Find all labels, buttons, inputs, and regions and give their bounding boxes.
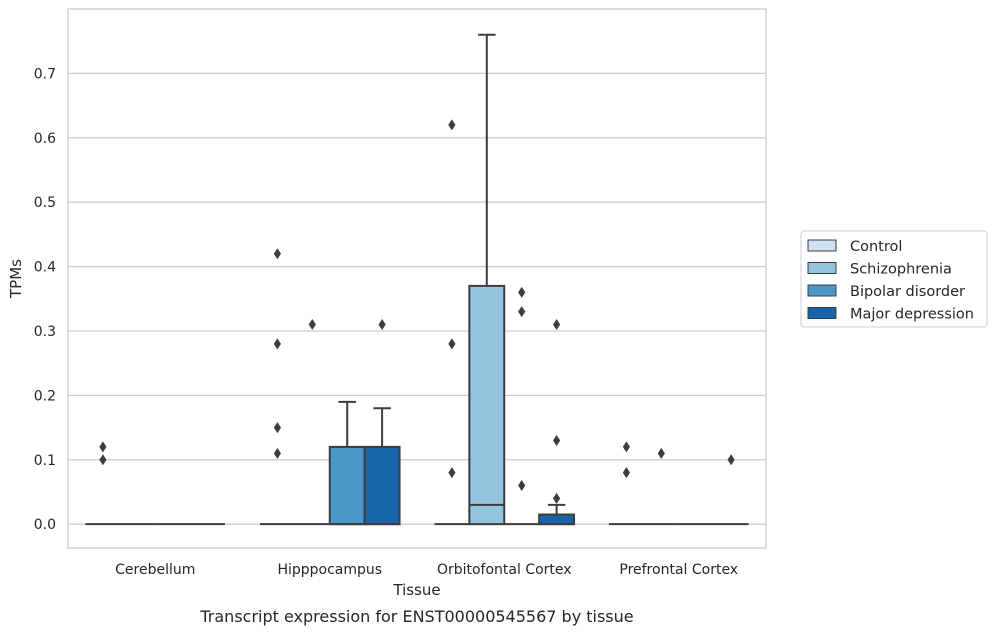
box-group	[363, 319, 401, 526]
legend-label: Schizophrenia	[850, 262, 952, 278]
box	[468, 284, 506, 526]
outlier-point	[553, 492, 561, 504]
outlier-point	[448, 119, 456, 131]
y-tick-label: 0.6	[34, 131, 56, 147]
legend-swatch	[807, 307, 837, 319]
box-group	[328, 400, 366, 526]
chart-caption: Transcript expression for ENST0000054556…	[199, 607, 633, 626]
box-series	[85, 33, 749, 526]
y-axis-title: TPMs	[7, 259, 25, 299]
outlier-point	[308, 319, 316, 331]
x-tick-labels: Cerebellum Hipppocampus Orbitofontal Corte…	[115, 562, 738, 578]
outlier-point	[553, 319, 561, 331]
legend-swatch	[807, 284, 837, 297]
outlier-point	[518, 480, 526, 492]
legend-swatch	[807, 239, 837, 252]
outlier-point	[273, 422, 281, 434]
outlier-point	[518, 286, 526, 298]
x-tick-label: Orbitofontal Cortex	[437, 562, 572, 578]
box-group	[608, 441, 644, 526]
y-gridlines	[68, 72, 766, 525]
plot-frame	[67, 8, 767, 549]
box	[328, 445, 366, 526]
box-group	[504, 286, 540, 526]
outlier-point	[99, 454, 107, 466]
outlier-point	[553, 434, 561, 446]
outlier-point	[378, 319, 386, 331]
x-tick-label: Hipppocampus	[277, 562, 382, 578]
legend: Control Schizophrenia Bipolar disorder Majo…	[800, 230, 988, 328]
outlier-point	[273, 447, 281, 459]
x-tick-label: Cerebellum	[115, 562, 195, 578]
box-group	[538, 319, 576, 526]
outlier-point	[518, 306, 526, 318]
box-group	[434, 119, 470, 526]
box-group	[294, 319, 330, 526]
outlier-point	[622, 441, 630, 453]
box-group	[85, 441, 121, 526]
box	[538, 513, 576, 526]
outlier-point	[657, 447, 665, 459]
box	[363, 445, 401, 526]
legend-label: Major depression	[850, 307, 974, 323]
box-group	[259, 248, 295, 526]
legend-frame	[800, 230, 988, 328]
outlier-point	[727, 454, 735, 466]
y-tick-label: 0.2	[34, 388, 56, 404]
outlier-point	[99, 441, 107, 453]
y-tick-label: 0.4	[34, 260, 56, 276]
y-tick-label: 0.0	[34, 517, 56, 533]
outlier-point	[273, 338, 281, 350]
outlier-point	[622, 467, 630, 479]
box-group	[643, 447, 679, 526]
x-tick-label: Prefrontal Cortex	[619, 562, 738, 578]
y-tick-labels: 0.0 0.1 0.2 0.3 0.4 0.5 0.6 0.7	[34, 66, 56, 533]
y-tick-label: 0.5	[34, 195, 56, 211]
outlier-point	[273, 248, 281, 260]
legend-label: Bipolar disorder	[850, 284, 965, 300]
box-group	[713, 454, 749, 526]
y-tick-label: 0.7	[34, 66, 56, 82]
outlier-point	[448, 338, 456, 350]
y-tick-label: 0.1	[34, 453, 56, 469]
outlier-point	[448, 467, 456, 479]
legend-label: Control	[850, 239, 902, 255]
box-group	[468, 33, 506, 526]
y-tick-label: 0.3	[34, 324, 56, 340]
legend-swatch	[807, 262, 837, 274]
x-axis-title: Tissue	[392, 581, 440, 599]
